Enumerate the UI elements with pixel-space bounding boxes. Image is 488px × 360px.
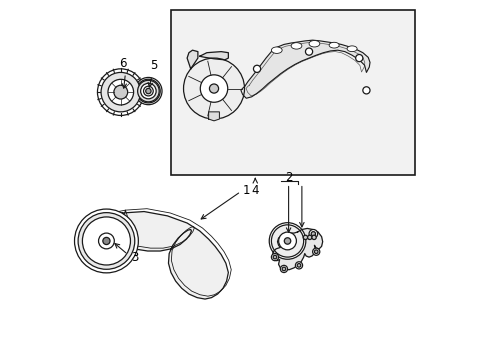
Circle shape: [74, 209, 138, 273]
Circle shape: [295, 262, 302, 269]
Text: 6: 6: [119, 57, 127, 69]
Circle shape: [284, 238, 290, 244]
Polygon shape: [208, 112, 219, 121]
Circle shape: [271, 253, 278, 261]
Circle shape: [278, 232, 296, 250]
Circle shape: [308, 229, 317, 238]
Text: 3: 3: [131, 251, 138, 264]
Circle shape: [183, 58, 244, 119]
Circle shape: [314, 250, 317, 253]
Text: 5: 5: [150, 59, 158, 72]
Circle shape: [137, 80, 159, 102]
Circle shape: [97, 69, 144, 116]
Circle shape: [303, 235, 307, 239]
Circle shape: [145, 88, 151, 94]
Bar: [171, 10, 414, 175]
Circle shape: [99, 233, 114, 249]
Circle shape: [114, 85, 127, 99]
Polygon shape: [75, 210, 228, 299]
Text: 4: 4: [251, 184, 259, 197]
Circle shape: [101, 72, 140, 112]
Circle shape: [209, 84, 218, 93]
Circle shape: [273, 255, 276, 259]
Polygon shape: [187, 50, 198, 69]
Circle shape: [310, 231, 315, 236]
Circle shape: [135, 77, 162, 105]
Circle shape: [269, 223, 305, 259]
Circle shape: [282, 267, 285, 271]
Circle shape: [311, 235, 316, 239]
Circle shape: [102, 237, 110, 244]
Ellipse shape: [328, 42, 339, 48]
Circle shape: [78, 213, 135, 269]
Circle shape: [108, 79, 133, 105]
Circle shape: [200, 75, 227, 102]
Circle shape: [253, 65, 260, 72]
Ellipse shape: [290, 42, 301, 49]
Circle shape: [143, 86, 153, 96]
Circle shape: [271, 225, 303, 257]
Circle shape: [136, 79, 160, 103]
Circle shape: [297, 264, 300, 267]
Circle shape: [307, 235, 311, 239]
Polygon shape: [272, 228, 322, 270]
Ellipse shape: [346, 46, 356, 51]
Circle shape: [141, 83, 156, 99]
Circle shape: [362, 87, 369, 94]
Text: 1: 1: [242, 184, 249, 197]
Ellipse shape: [271, 47, 282, 53]
Ellipse shape: [308, 41, 319, 47]
Circle shape: [82, 217, 130, 265]
Circle shape: [312, 248, 319, 255]
Circle shape: [355, 54, 362, 62]
Polygon shape: [241, 40, 369, 98]
Polygon shape: [199, 51, 228, 60]
Circle shape: [305, 48, 312, 55]
Circle shape: [280, 265, 287, 273]
Text: 2: 2: [285, 171, 292, 184]
